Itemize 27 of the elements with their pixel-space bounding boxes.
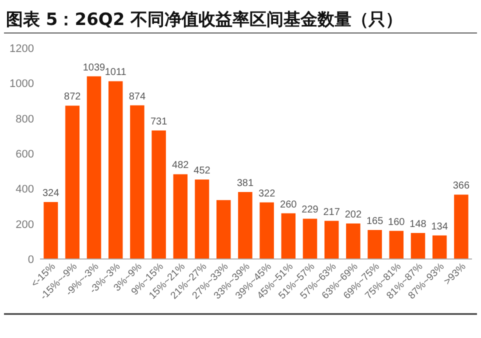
data-label: 202: [344, 209, 362, 220]
data-label: 482: [172, 160, 190, 172]
data-label: 134: [431, 221, 448, 232]
data-label: 165: [366, 216, 384, 227]
y-tick-label: 0: [28, 254, 34, 266]
data-label: 324: [42, 188, 60, 200]
y-tick-label: 400: [16, 184, 34, 196]
data-label: 260: [280, 199, 298, 210]
data-label: 381: [236, 178, 254, 190]
chart-title: 图表 5：26Q2 不同净值收益率区间基金数量（只）: [6, 10, 403, 30]
y-tick-label: 600: [16, 148, 34, 160]
data-label: 1039: [82, 62, 106, 74]
data-label: 872: [64, 92, 82, 103]
data-label: 1011: [104, 67, 127, 78]
data-label: 322: [258, 188, 276, 200]
data-label: 366: [452, 180, 470, 192]
data-label: 731: [150, 116, 168, 128]
data-label: 148: [410, 218, 427, 230]
data-label: 229: [302, 204, 319, 216]
y-tick-label: 200: [16, 218, 34, 231]
data-label: 217: [323, 206, 340, 218]
data-label: 160: [388, 216, 406, 228]
y-tick-label: 1200: [10, 43, 34, 55]
data-label: 452: [194, 166, 211, 177]
y-tick-label: 1000: [10, 78, 34, 90]
y-tick-label: 800: [16, 113, 34, 126]
data-label: 874: [128, 91, 146, 102]
